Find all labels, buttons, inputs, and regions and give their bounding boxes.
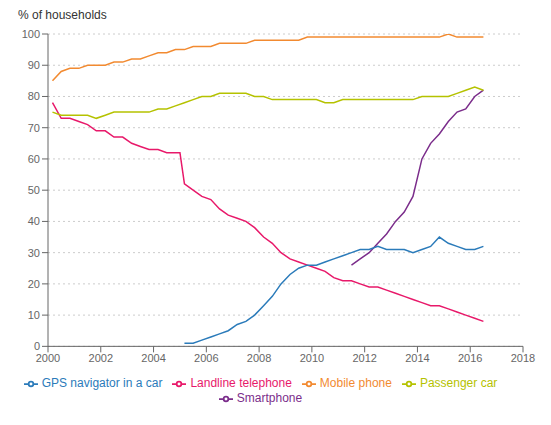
svg-text:80: 80 bbox=[28, 90, 40, 102]
svg-text:0: 0 bbox=[34, 340, 40, 352]
svg-text:2004: 2004 bbox=[141, 352, 165, 364]
svg-text:100: 100 bbox=[22, 28, 40, 40]
svg-text:90: 90 bbox=[28, 59, 40, 71]
svg-text:2016: 2016 bbox=[458, 352, 482, 364]
svg-text:30: 30 bbox=[28, 247, 40, 259]
html-text:Passenger car: Passenger car bbox=[419, 376, 498, 391]
svg-text:2006: 2006 bbox=[194, 352, 218, 364]
html-text:Landline telephone: Landline telephone bbox=[190, 376, 292, 391]
svg-text:2000: 2000 bbox=[36, 352, 60, 364]
svg-text:2010: 2010 bbox=[300, 352, 324, 364]
svg-text:60: 60 bbox=[28, 153, 40, 165]
svg-text:2002: 2002 bbox=[89, 352, 113, 364]
html-text:% of households: % of households bbox=[18, 8, 107, 22]
html-text:GPS navigator in a car: GPS navigator in a car bbox=[41, 376, 163, 391]
html-text:Mobile phone: Mobile phone bbox=[319, 376, 392, 391]
svg-text:2012: 2012 bbox=[352, 352, 376, 364]
svg-text:10: 10 bbox=[28, 309, 40, 321]
svg-text:50: 50 bbox=[28, 184, 40, 196]
svg-text:20: 20 bbox=[28, 278, 40, 290]
svg-text:2018: 2018 bbox=[511, 352, 535, 364]
svg-text:70: 70 bbox=[28, 122, 40, 134]
svg-text:40: 40 bbox=[28, 215, 40, 227]
svg-text:2014: 2014 bbox=[405, 352, 429, 364]
svg-text:2008: 2008 bbox=[247, 352, 271, 364]
html-text:Smartphone: Smartphone bbox=[236, 391, 303, 406]
